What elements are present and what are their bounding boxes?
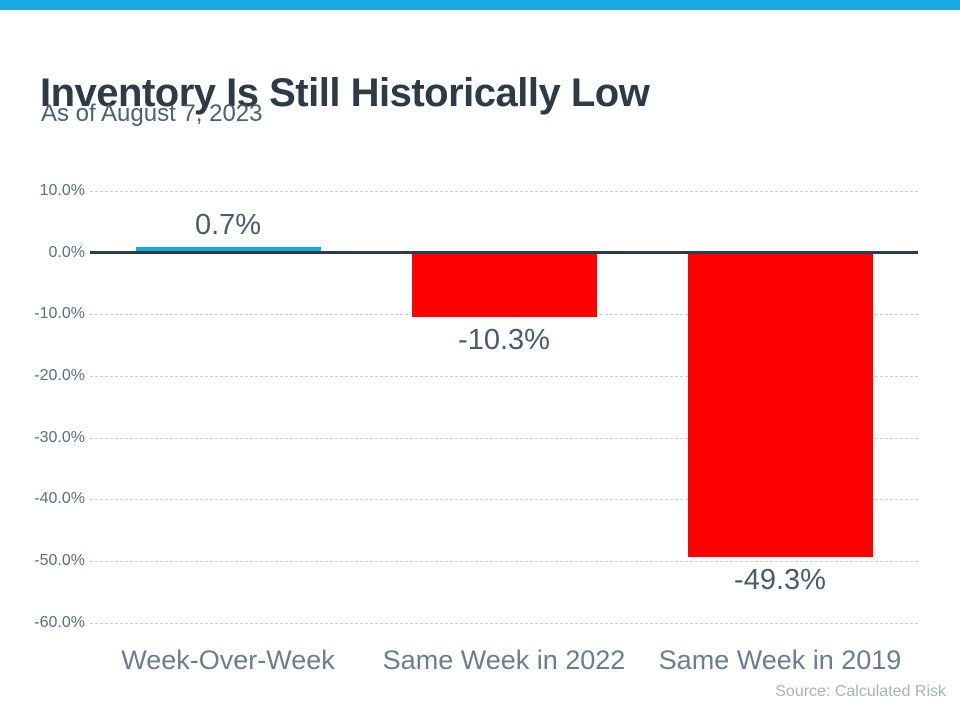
bar	[687, 254, 873, 557]
page-title: Inventory Is Still Historically Low	[40, 70, 650, 115]
bar-value-label: -49.3%	[734, 564, 826, 596]
bar	[411, 254, 597, 317]
gridline	[90, 437, 918, 439]
bar	[135, 247, 321, 251]
y-axis-tick-label: -20.0%	[34, 366, 85, 384]
y-axis-tick-label: -40.0%	[34, 490, 85, 508]
x-axis-zero-line	[90, 251, 918, 254]
gridline	[90, 375, 918, 377]
bar-value-label: -10.3%	[458, 324, 550, 356]
category-label: Same Week in 2022	[382, 645, 626, 675]
gridline	[90, 190, 918, 192]
bar-value-label: 0.7%	[194, 209, 262, 241]
category-label: Same Week in 2019	[658, 645, 902, 675]
y-axis-tick-label: 10.0%	[39, 181, 85, 199]
y-axis-tick-label: -30.0%	[34, 428, 85, 446]
y-axis-tick-label: -10.0%	[34, 305, 85, 323]
source-attribution: Source: Calculated Risk	[775, 683, 946, 700]
subtitle-date: As of August 7, 2023	[41, 100, 263, 127]
y-axis-tick-label: -60.0%	[34, 613, 85, 631]
accent-topbar	[0, 0, 960, 10]
gridline	[90, 561, 918, 563]
y-axis-tick-label: -50.0%	[34, 552, 85, 570]
y-axis-tick-label: 0.0%	[48, 243, 85, 261]
category-label: Week-Over-Week	[121, 645, 335, 675]
gridline	[90, 499, 918, 501]
gridline	[90, 622, 918, 624]
